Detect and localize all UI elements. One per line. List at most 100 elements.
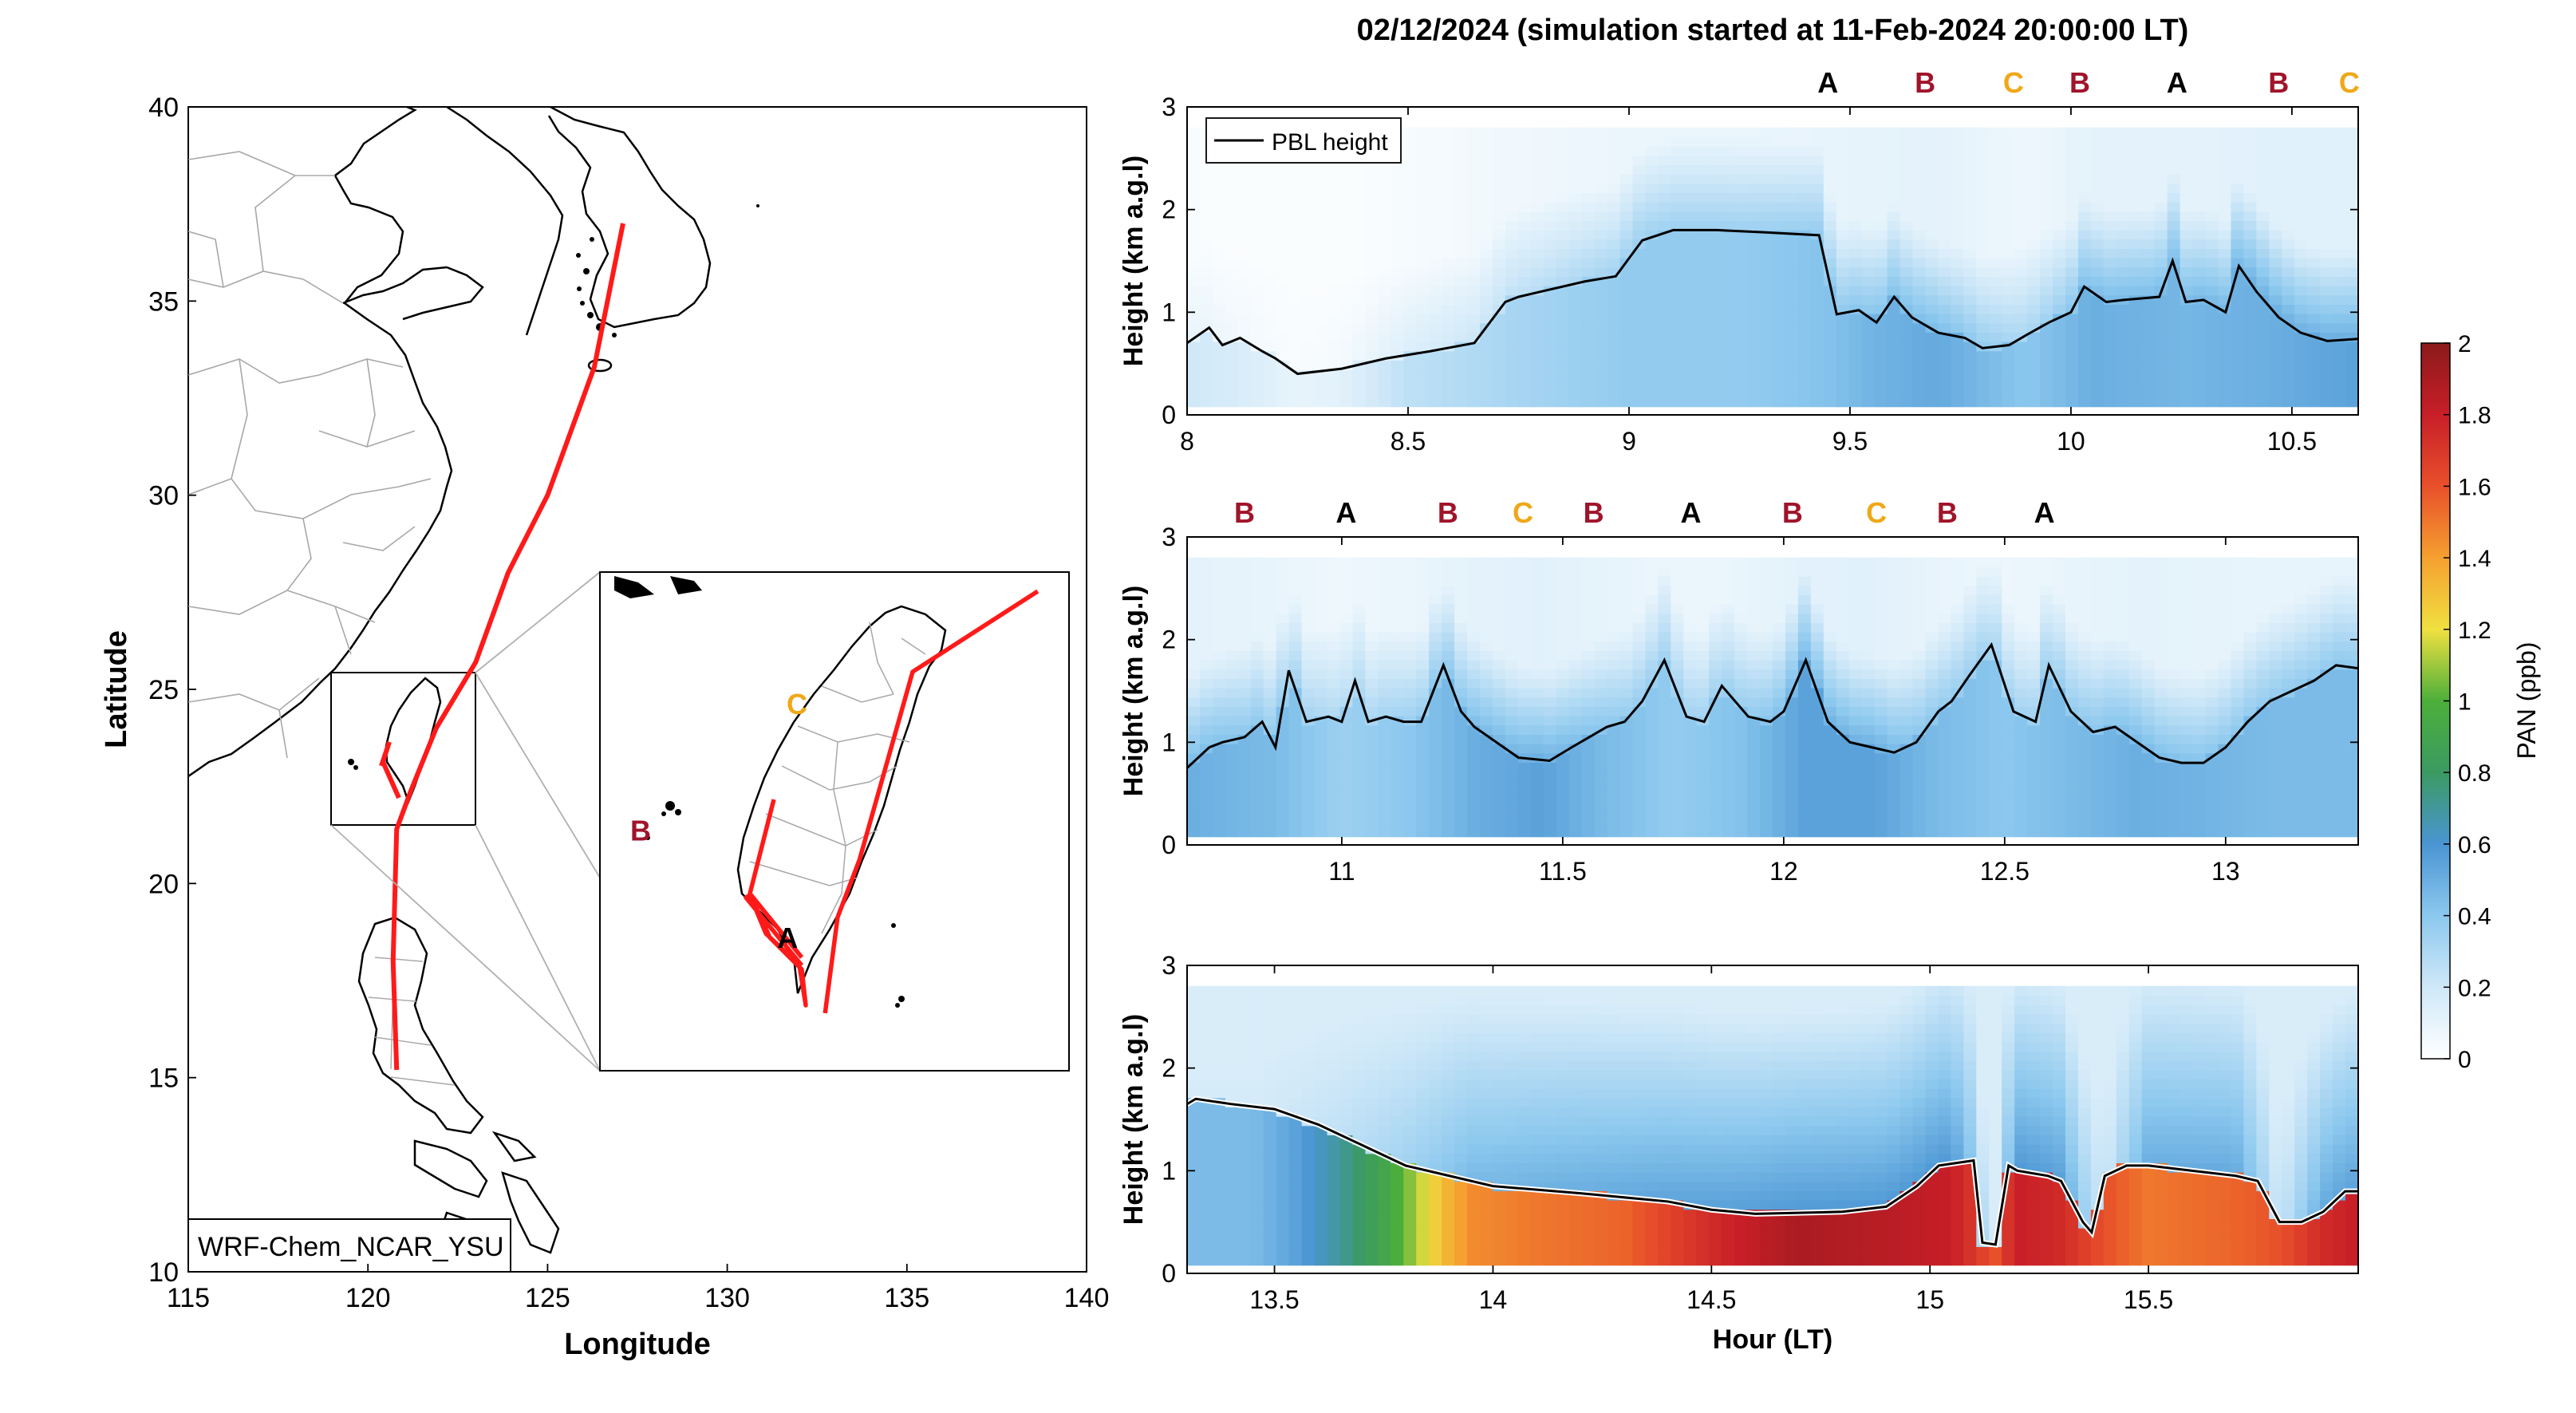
heatmap-cell bbox=[1989, 688, 2002, 698]
heatmap-cell bbox=[1848, 632, 1863, 642]
heatmap-cell bbox=[2002, 360, 2015, 370]
heatmap-cell bbox=[1225, 220, 1239, 231]
heatmap-cell bbox=[1517, 202, 1532, 212]
heatmap-cell bbox=[1645, 622, 1659, 633]
heatmap-cell bbox=[1416, 724, 1430, 735]
heatmap-cell bbox=[1683, 566, 1697, 577]
heatmap-cell bbox=[1594, 576, 1608, 586]
heatmap-cell bbox=[2269, 258, 2282, 268]
heatmap-cell bbox=[1556, 248, 1570, 259]
heatmap-cell bbox=[1671, 155, 1684, 165]
heatmap-cell bbox=[1378, 688, 1391, 698]
heatmap-cell bbox=[1442, 762, 1455, 772]
heatmap-cell bbox=[1797, 276, 1812, 286]
heatmap-cell bbox=[1480, 762, 1493, 772]
heatmap-cell bbox=[1709, 332, 1722, 342]
heatmap-cell bbox=[1237, 211, 1252, 221]
heatmap-cell bbox=[1760, 641, 1773, 651]
heatmap-cell bbox=[1938, 744, 1951, 754]
heatmap-cell bbox=[2103, 174, 2117, 184]
heatmap-cell bbox=[1632, 790, 1647, 800]
heatmap-cell bbox=[2077, 146, 2092, 156]
heatmap-cell bbox=[1288, 202, 1303, 212]
heatmap-cell bbox=[1467, 641, 1481, 651]
heatmap-cell bbox=[1467, 594, 1481, 605]
heatmap-cell bbox=[1594, 350, 1608, 361]
heatmap-cell bbox=[1480, 146, 1493, 156]
heatmap-cell bbox=[1454, 202, 1468, 212]
heatmap-cell bbox=[1467, 174, 1481, 184]
heatmap-cell bbox=[2116, 304, 2130, 314]
heatmap-cell bbox=[1594, 660, 1608, 670]
heatmap-cell bbox=[1607, 136, 1621, 147]
heatmap-cell bbox=[1912, 276, 1927, 286]
heatmap-cell bbox=[1836, 790, 1850, 800]
heatmap-cell bbox=[2053, 780, 2066, 791]
heatmap-cell bbox=[1581, 669, 1596, 679]
heatmap-cell bbox=[1722, 127, 1735, 137]
heatmap-cell bbox=[2154, 322, 2168, 333]
heatmap-cell bbox=[1391, 780, 1404, 791]
heatmap-cell bbox=[2077, 174, 2092, 184]
heatmap-cell bbox=[2077, 697, 2092, 707]
heatmap-cell bbox=[1416, 258, 1430, 268]
heatmap-cell bbox=[1887, 576, 1901, 586]
heatmap-cell bbox=[1989, 220, 2002, 231]
heatmap-cell bbox=[1416, 688, 1430, 698]
heatmap-cell bbox=[1861, 211, 1876, 221]
heatmap-cell bbox=[1963, 585, 1977, 595]
heatmap-cell bbox=[1212, 752, 1226, 763]
heatmap-cell bbox=[1442, 136, 1455, 147]
heatmap-cell bbox=[1416, 397, 1430, 408]
heatmap-cell bbox=[1314, 294, 1328, 305]
heatmap-cell bbox=[1276, 688, 1290, 698]
heatmap-cell bbox=[1416, 650, 1430, 661]
heatmap-cell bbox=[1480, 622, 1493, 633]
heatmap-cell bbox=[1556, 557, 1570, 567]
heatmap-cell bbox=[1989, 378, 2002, 389]
heatmap-cell bbox=[1785, 136, 1799, 147]
heatmap-cell bbox=[1899, 360, 1914, 370]
heatmap-cell bbox=[1365, 566, 1379, 577]
heatmap-cell bbox=[1594, 286, 1608, 296]
heatmap-cell bbox=[1429, 576, 1442, 586]
heatmap-cell bbox=[1594, 752, 1608, 763]
heatmap-cell bbox=[1391, 752, 1404, 763]
heatmap-cell bbox=[1607, 613, 1621, 623]
heatmap-cell bbox=[2027, 258, 2041, 268]
heatmap-cell bbox=[2307, 388, 2321, 398]
heatmap-cell bbox=[1734, 155, 1748, 165]
heatmap-cell bbox=[1416, 604, 1430, 614]
heatmap-cell bbox=[2141, 230, 2156, 240]
heatmap-cell bbox=[1925, 576, 1939, 586]
heatmap-cell bbox=[2141, 350, 2156, 361]
heatmap-cell bbox=[1556, 566, 1570, 577]
heatmap-cell bbox=[1467, 688, 1481, 698]
heatmap-cell bbox=[1276, 211, 1290, 221]
heatmap-cell bbox=[1810, 799, 1825, 810]
heatmap-cell bbox=[1416, 827, 1430, 838]
heatmap-cell bbox=[1899, 202, 1914, 212]
heatmap-cell bbox=[1785, 660, 1799, 670]
heatmap-cell bbox=[1632, 230, 1647, 240]
heatmap-cell bbox=[1365, 230, 1379, 240]
heatmap-cell bbox=[1556, 790, 1570, 800]
heatmap-cell bbox=[2065, 350, 2079, 361]
heatmap-cell bbox=[1683, 378, 1697, 389]
heatmap-cell bbox=[2027, 762, 2041, 772]
heatmap-cell bbox=[1683, 706, 1697, 716]
heatmap-cell bbox=[2090, 304, 2105, 314]
heatmap-cell bbox=[1594, 650, 1608, 661]
heatmap-cell bbox=[2014, 585, 2028, 595]
heatmap-cell bbox=[1810, 808, 1825, 819]
heatmap-cell bbox=[1734, 576, 1748, 586]
heatmap-cell bbox=[1951, 576, 1964, 586]
heatmap-cell bbox=[1581, 294, 1596, 305]
heatmap-cell bbox=[1594, 716, 1608, 726]
heatmap-cell bbox=[1797, 576, 1812, 586]
heatmap-cell bbox=[1352, 378, 1366, 389]
heatmap-cell bbox=[1976, 239, 1990, 249]
heatmap-cell bbox=[2090, 397, 2105, 408]
heatmap-cell bbox=[1530, 744, 1544, 754]
heatmap-cell bbox=[1963, 734, 1977, 744]
